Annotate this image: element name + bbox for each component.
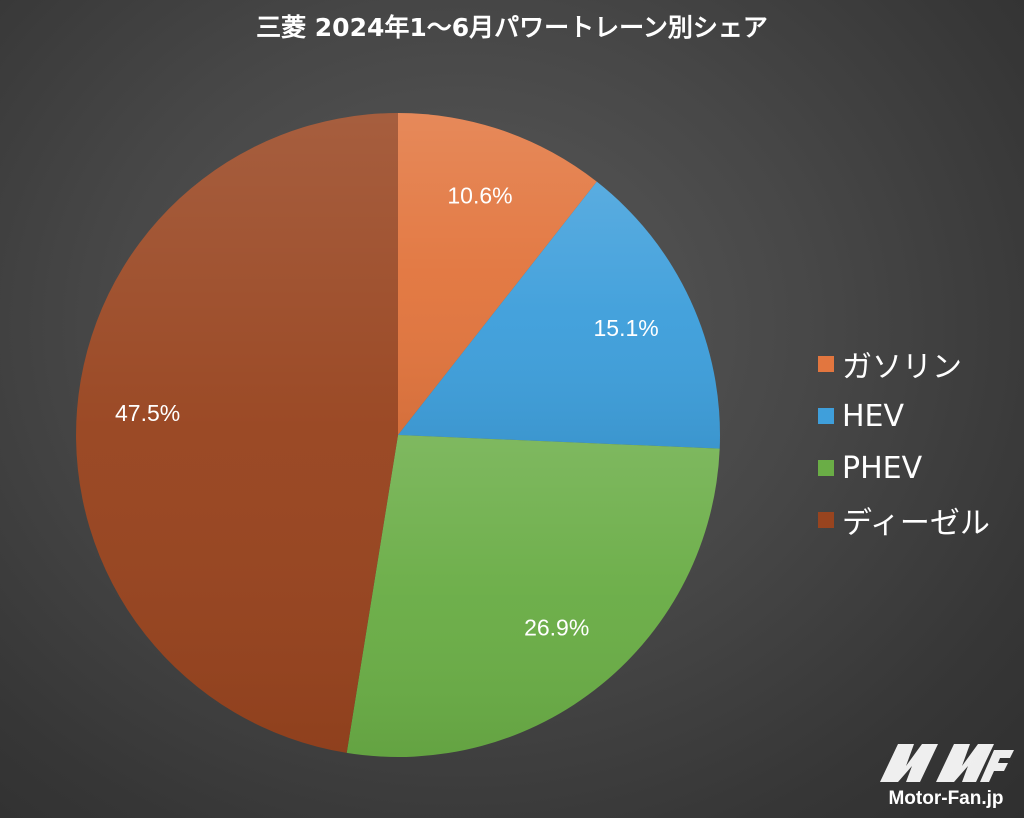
legend-label: ガソリン [842, 350, 962, 385]
slice-shading [76, 113, 398, 753]
legend-swatch [818, 460, 834, 476]
motor-fan-logo-icon [880, 744, 1014, 782]
legend-item-phev: PHEV [818, 442, 1018, 494]
legend-item-gasoline: ガソリン [818, 338, 1018, 390]
legend-swatch [818, 356, 834, 372]
data-label-phev: 26.9% [524, 615, 589, 641]
legend-item-hev: HEV [818, 390, 1018, 442]
legend-swatch [818, 408, 834, 424]
slice-shading [398, 113, 597, 435]
watermark-text: Motor-Fan.jp [888, 788, 1004, 809]
legend-swatch [818, 512, 834, 528]
data-label-hev: 15.1% [593, 315, 658, 341]
chart-title: 三菱 2024年1〜6月パワートレーン別シェア [256, 13, 768, 42]
legend-item-diesel: ディーゼル [818, 494, 1018, 546]
data-label-diesel: 47.5% [115, 400, 180, 426]
legend-label: ディーゼル [842, 506, 990, 541]
legend-label: PHEV [842, 450, 923, 486]
slice-shading [398, 181, 720, 449]
motor-fan-logo: Motor-Fan.jp [876, 738, 1016, 814]
slice-shading [346, 435, 720, 757]
legend-label: HEV [842, 398, 905, 434]
data-label-gasoline: 10.6% [447, 183, 512, 209]
legend: ガソリン HEV PHEV ディーゼル [818, 338, 1018, 546]
